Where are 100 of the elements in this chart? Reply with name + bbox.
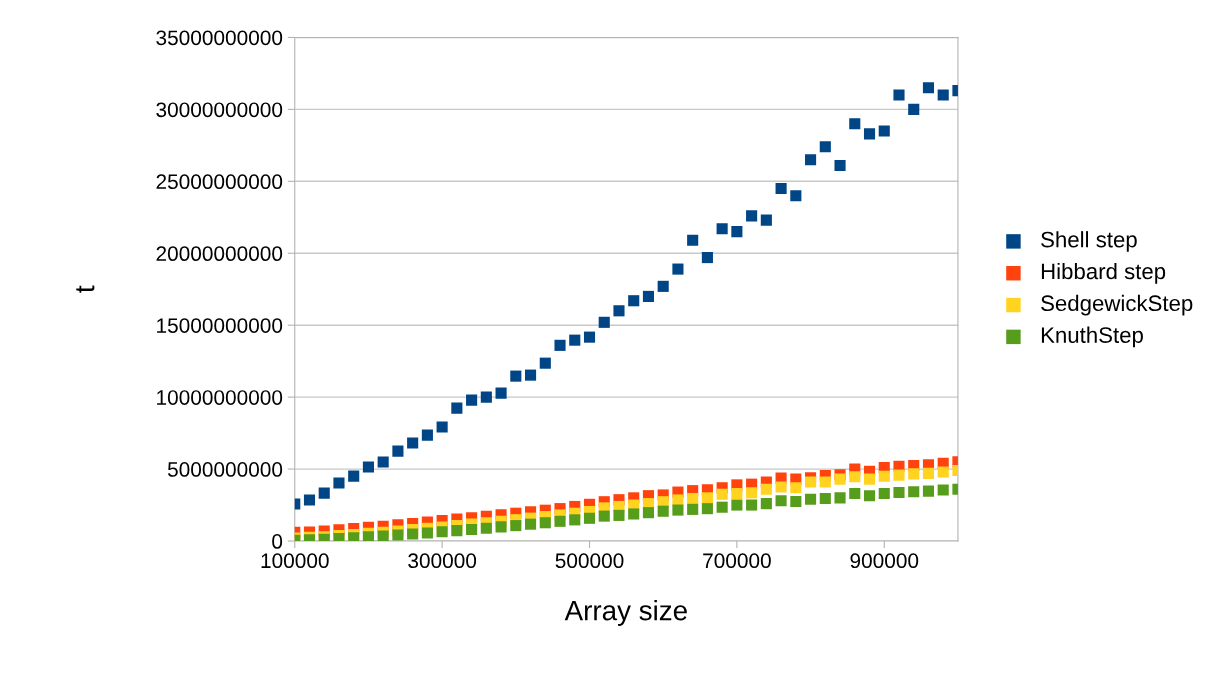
point: [922, 82, 935, 94]
point: [878, 487, 890, 500]
point: [657, 505, 669, 517]
point: [642, 290, 655, 302]
point: [937, 89, 949, 101]
y-tick-label: 15000000000: [157, 318, 283, 333]
point: [746, 499, 758, 511]
point: [510, 520, 522, 532]
point: [303, 494, 316, 506]
point: [878, 125, 890, 137]
point: [834, 159, 846, 172]
point: [525, 518, 537, 530]
point: [539, 357, 551, 369]
point: [569, 334, 581, 346]
point: [863, 128, 876, 140]
point: [436, 421, 448, 433]
point: [539, 517, 551, 529]
point: [628, 508, 640, 520]
y-tick-label: 35000000000: [156, 30, 283, 46]
point: [701, 503, 713, 515]
point: [421, 527, 433, 539]
point: [598, 510, 610, 522]
point: [377, 456, 389, 468]
legend-label: KnuthStep: [1041, 326, 1143, 348]
x-tick-label: 100000: [261, 553, 329, 569]
legend-label: SedgewickStep: [1041, 294, 1193, 316]
x-axis-title: Array size: [564, 600, 687, 626]
point: [657, 280, 669, 292]
point: [863, 490, 876, 502]
point: [407, 437, 419, 449]
point: [407, 528, 419, 540]
x-tick-label: 300000: [408, 553, 477, 569]
point: [362, 531, 374, 542]
point: [495, 521, 507, 533]
point: [908, 103, 920, 115]
x-tick-label: 900000: [850, 553, 919, 569]
point: [937, 484, 949, 496]
y-tick-label: 0: [272, 534, 283, 549]
point: [849, 487, 861, 500]
point: [687, 503, 699, 515]
point: [760, 498, 772, 510]
point: [819, 141, 831, 153]
point: [908, 486, 920, 498]
point: [436, 526, 448, 538]
point: [819, 476, 831, 488]
point: [805, 154, 817, 166]
point: [908, 468, 920, 480]
point: [922, 467, 935, 479]
point: [569, 514, 581, 526]
point: [466, 523, 478, 536]
point: [672, 504, 684, 516]
point: [716, 488, 728, 500]
point: [554, 515, 566, 527]
point: [716, 501, 728, 513]
point: [849, 471, 861, 483]
point: [716, 223, 728, 235]
point: [554, 339, 566, 351]
point: [775, 495, 787, 507]
point: [525, 369, 537, 381]
point: [878, 470, 890, 482]
point: [583, 512, 596, 524]
point: [318, 487, 330, 499]
point: [805, 493, 817, 505]
y-tick-label: 5000000000: [167, 462, 283, 477]
x-tick-label: 500000: [555, 553, 624, 569]
x-tick-label: 700000: [703, 553, 771, 569]
point: [495, 387, 507, 399]
point: [731, 487, 743, 500]
point: [392, 445, 404, 457]
point: [746, 487, 758, 499]
y-tick-label: 25000000000: [156, 174, 283, 190]
point: [775, 481, 787, 493]
point: [687, 234, 699, 246]
point: [790, 482, 802, 494]
y-tick-label: 10000000000: [157, 390, 283, 405]
point: [701, 492, 713, 504]
point: [701, 252, 713, 264]
point: [421, 429, 433, 441]
point: [819, 493, 831, 505]
point: [348, 470, 360, 482]
point: [790, 495, 802, 507]
point: [377, 530, 389, 542]
point: [805, 476, 817, 488]
legend-label: Shell step: [1041, 231, 1137, 252]
point: [893, 469, 905, 481]
y-axis-title: t: [76, 285, 95, 293]
y-tick-label: 30000000000: [156, 102, 283, 118]
point: [451, 525, 463, 537]
point: [790, 190, 802, 202]
point: [672, 494, 684, 506]
point: [628, 295, 640, 307]
point: [583, 331, 596, 343]
point: [893, 486, 905, 499]
point: [863, 473, 876, 485]
point: [510, 370, 522, 382]
point: [922, 485, 935, 497]
point: [760, 483, 772, 495]
legend-label: Hibbard step: [1041, 262, 1166, 284]
point: [687, 493, 699, 505]
point: [480, 522, 492, 534]
